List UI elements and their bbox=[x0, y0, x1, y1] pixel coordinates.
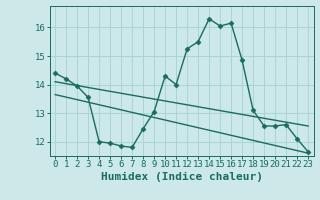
X-axis label: Humidex (Indice chaleur): Humidex (Indice chaleur) bbox=[100, 172, 263, 182]
